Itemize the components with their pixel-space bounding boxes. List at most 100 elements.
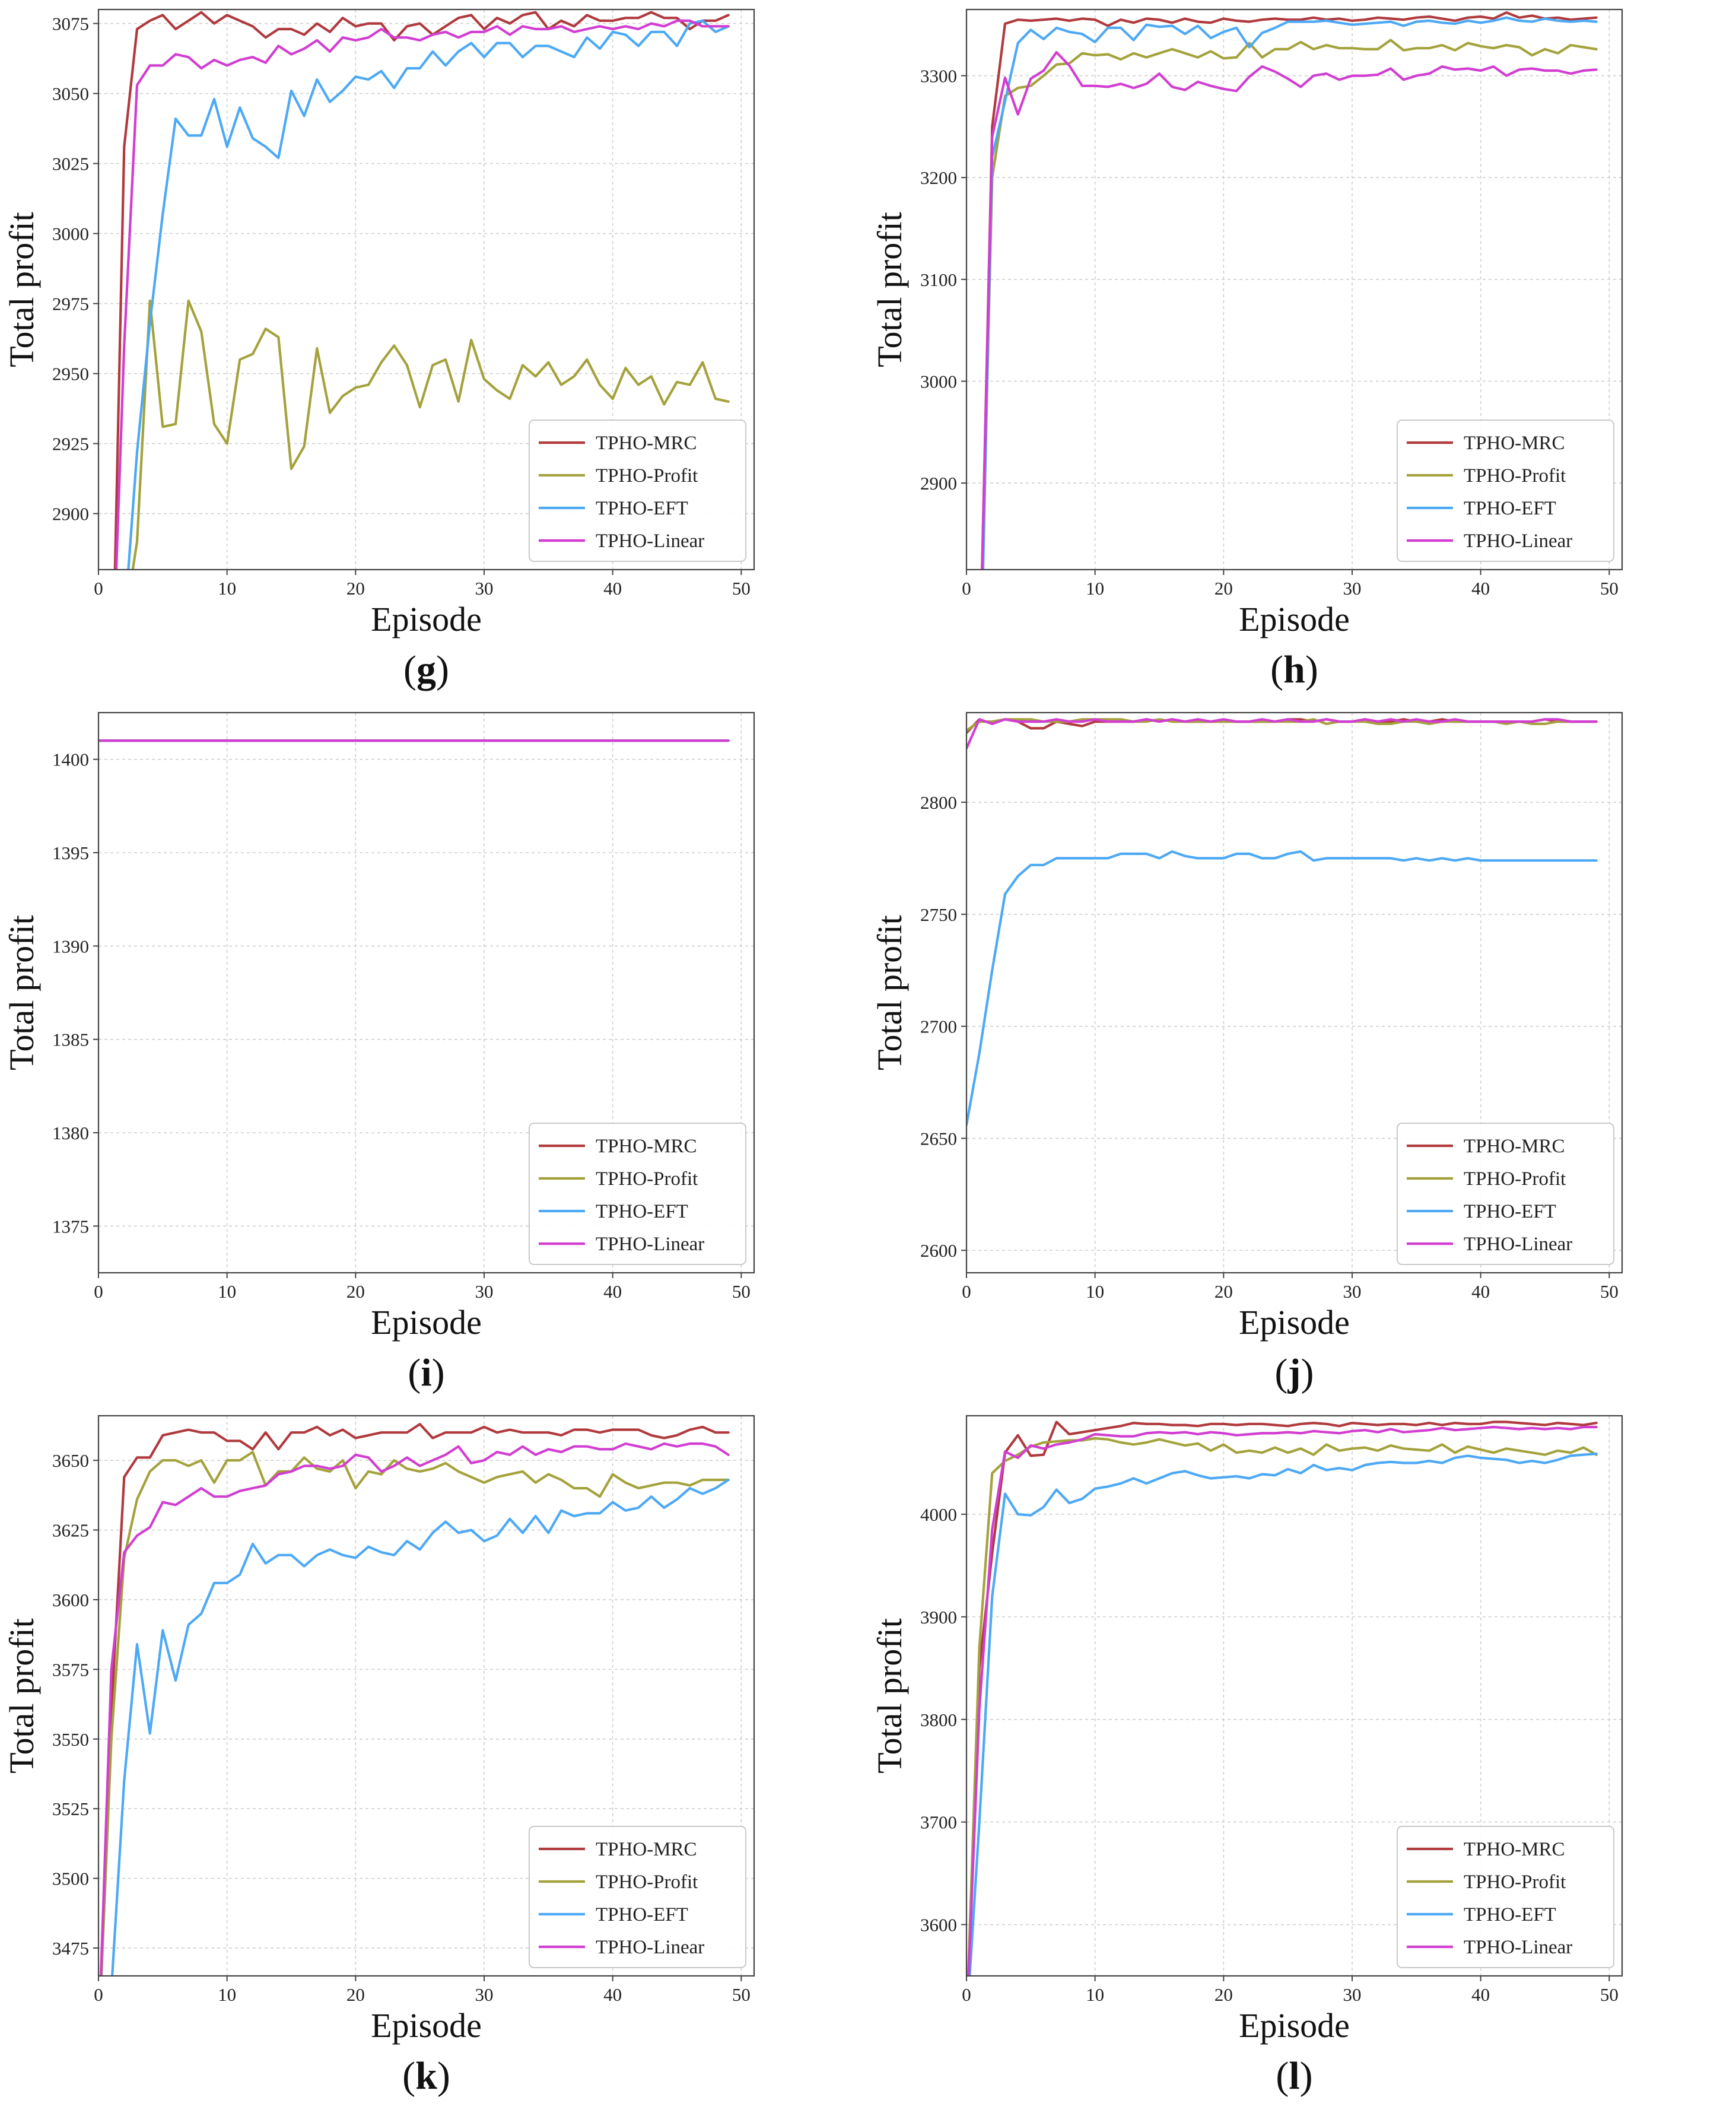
panel-label: (j) (1275, 1351, 1314, 1394)
series-line-tpho-profit (981, 39, 1598, 570)
series-line-tpho-linear (99, 1442, 730, 1976)
legend-label-tpho-profit: TPHO-Profit (1464, 1871, 1566, 1893)
x-tick-label: 0 (962, 1281, 971, 1302)
legend-label-tpho-eft: TPHO-EFT (596, 1904, 688, 1925)
y-tick-label: 1385 (52, 1029, 89, 1050)
y-tick-label: 2975 (52, 294, 89, 314)
series-line-tpho-linear (966, 718, 1598, 750)
x-tick-label: 20 (346, 1984, 365, 2005)
legend: TPHO-MRC TPHO-Profit TPHO-EFT TPHO-Linear (1397, 420, 1614, 562)
series-group (966, 718, 1598, 1126)
series-line-tpho-eft (111, 1478, 730, 1976)
y-tick-label: 2900 (920, 473, 957, 494)
series-group (99, 1423, 730, 1976)
chart-panel-j: 0 10 20 30 40 50 2600 2650 2700 2750 2800 Episode To… (870, 711, 1623, 1394)
y-axis-title: Total profit (870, 915, 909, 1070)
legend-label-tpho-eft: TPHO-EFT (596, 498, 688, 519)
legend-label-tpho-eft: TPHO-EFT (1464, 498, 1556, 519)
series-line-tpho-mrc (981, 11, 1598, 570)
y-axis-title: Total profit (2, 915, 41, 1070)
x-tick-label: 50 (732, 578, 751, 599)
y-axis-title: Total profit (870, 1618, 909, 1774)
legend-label-tpho-eft: TPHO-EFT (1464, 1201, 1556, 1222)
x-tick-label: 30 (1343, 1984, 1362, 2005)
series-group (981, 11, 1598, 570)
series-group (966, 1421, 1598, 1976)
legend-box (529, 1826, 746, 1968)
series-line-tpho-profit (131, 299, 730, 570)
y-tick-label: 3050 (52, 84, 89, 104)
legend-label-tpho-profit: TPHO-Profit (1464, 465, 1566, 487)
legend-label-tpho-linear: TPHO-Linear (596, 1234, 704, 1255)
panel-letter: l (1289, 2054, 1299, 2098)
plot-frame (965, 711, 1623, 1274)
x-tick-label: 30 (1343, 578, 1362, 599)
x-tick-label: 50 (732, 1281, 751, 1302)
legend-label-tpho-profit: TPHO-Profit (596, 465, 698, 487)
series-line-tpho-eft (968, 1452, 1598, 1976)
plot-frame (97, 1415, 755, 1977)
y-tick-label: 1400 (52, 749, 89, 770)
x-tick-label: 50 (1600, 578, 1619, 599)
x-axis-title: Episode (1239, 600, 1350, 638)
legend-label-tpho-mrc: TPHO-MRC (596, 433, 697, 454)
x-tick-label: 0 (962, 578, 971, 599)
y-tick-label: 4000 (920, 1504, 957, 1525)
y-tick-label: 2600 (920, 1240, 957, 1261)
y-tick-label: 1380 (52, 1123, 89, 1143)
legend-label-tpho-profit: TPHO-Profit (596, 1871, 698, 1893)
y-tick-label: 3575 (52, 1659, 89, 1680)
legend-label-tpho-mrc: TPHO-MRC (1464, 433, 1565, 454)
panel-letter: k (415, 2054, 437, 2098)
legend-label-tpho-linear: TPHO-Linear (1464, 1234, 1572, 1255)
x-tick-label: 40 (1471, 1281, 1490, 1302)
legend-box (1397, 1826, 1614, 1968)
y-tick-label: 3600 (920, 1915, 957, 1936)
y-tick-label: 2700 (920, 1016, 957, 1037)
y-tick-label: 3700 (920, 1812, 957, 1833)
chart-panel-l: 0 10 20 30 40 50 3600 3700 3800 3900 4000 Episode To… (870, 1415, 1623, 2098)
x-tick-label: 10 (218, 1984, 236, 2005)
x-axis-title: Episode (371, 2006, 482, 2045)
legend-label-tpho-eft: TPHO-EFT (596, 1201, 688, 1222)
series-line-tpho-linear (981, 50, 1598, 570)
y-tick-label: 3600 (52, 1590, 89, 1610)
legend-label-tpho-profit: TPHO-Profit (596, 1168, 698, 1190)
x-tick-label: 50 (732, 1984, 751, 2005)
y-tick-label: 3025 (52, 154, 89, 174)
series-line-tpho-profit (966, 1437, 1598, 1976)
x-tick-label: 20 (346, 578, 365, 599)
chart-panel-h: 0 10 20 30 40 50 2900 3000 3100 3200 3300 Episode To… (870, 8, 1623, 691)
legend-label-tpho-linear: TPHO-Linear (1464, 1937, 1572, 1958)
x-axis-title: Episode (1239, 1303, 1350, 1342)
x-tick-label: 0 (94, 578, 103, 599)
x-tick-label: 20 (1214, 578, 1233, 599)
y-tick-label: 1395 (52, 843, 89, 863)
series-line-tpho-mrc (113, 11, 730, 570)
x-tick-label: 20 (346, 1281, 365, 1302)
series-line-tpho-profit (100, 1450, 730, 1976)
y-tick-label: 3500 (52, 1869, 89, 1889)
panel-label: (l) (1276, 2054, 1312, 2098)
series-line-tpho-eft (127, 19, 730, 570)
y-tick-label: 3000 (920, 371, 957, 392)
plot-frame (97, 8, 755, 571)
x-tick-label: 10 (218, 1281, 236, 1302)
chart-panel-g: 0 10 20 30 40 50 2900 2925 2950 2975 3000 3025 3050 3… (2, 8, 755, 691)
legend-box (1397, 420, 1614, 562)
legend: TPHO-MRC TPHO-Profit TPHO-EFT TPHO-Linear (529, 1123, 746, 1265)
x-axis-title: Episode (1239, 2006, 1350, 2045)
series-line-tpho-linear (967, 1425, 1598, 1976)
plot-frame (965, 8, 1623, 571)
x-tick-label: 10 (1086, 1281, 1104, 1302)
legend-label-tpho-mrc: TPHO-MRC (596, 1136, 697, 1157)
y-tick-label: 3525 (52, 1798, 89, 1819)
legend: TPHO-MRC TPHO-Profit TPHO-EFT TPHO-Linear (529, 420, 746, 562)
x-tick-label: 30 (475, 1984, 494, 2005)
legend: TPHO-MRC TPHO-Profit TPHO-EFT TPHO-Linear (1397, 1826, 1614, 1968)
y-tick-label: 2900 (52, 504, 89, 525)
y-tick-label: 3075 (52, 14, 89, 34)
legend: TPHO-MRC TPHO-Profit TPHO-EFT TPHO-Linear (529, 1826, 746, 1968)
x-tick-label: 40 (603, 578, 622, 599)
legend-box (1397, 1123, 1614, 1265)
